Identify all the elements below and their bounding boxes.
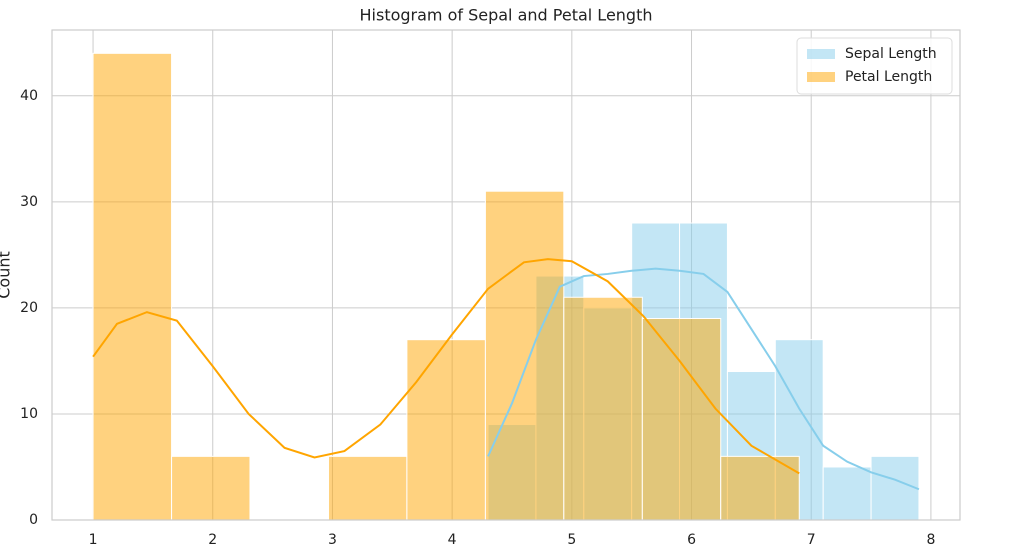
legend-swatch: [807, 49, 835, 59]
histogram-bar: [870, 455, 920, 521]
x-tick-label: 2: [208, 532, 217, 548]
legend-swatch: [807, 72, 835, 82]
histogram-bar: [641, 317, 722, 521]
legend-label: Petal Length: [845, 69, 932, 85]
y-tick-label: 20: [20, 300, 38, 316]
histogram-bar: [171, 455, 251, 521]
histogram-bar: [327, 455, 408, 521]
x-tick-label: 8: [926, 532, 935, 548]
chart-title: Histogram of Sepal and Petal Length: [360, 6, 653, 25]
y-tick-label: 10: [20, 406, 38, 422]
histogram-bar: [484, 190, 565, 521]
x-tick-label: 7: [807, 532, 816, 548]
y-tick-label: 0: [29, 512, 38, 528]
legend-box: [796, 37, 953, 95]
histogram-bar: [563, 296, 643, 521]
axes-frame: [51, 29, 961, 521]
kde-line: [487, 267, 920, 491]
histogram-bar: [406, 339, 486, 521]
y-tick-label: 30: [20, 194, 38, 210]
x-tick-label: 6: [687, 532, 696, 548]
y-axis-label: Count: [0, 251, 14, 299]
histogram-bar: [822, 466, 872, 521]
x-tick-label: 4: [448, 532, 457, 548]
kde-line: [92, 258, 800, 475]
y-tick-label: 40: [20, 88, 38, 104]
x-tick-label: 1: [89, 532, 98, 548]
x-tick-label: 5: [567, 532, 576, 548]
x-tick-label: 3: [328, 532, 337, 548]
histogram-bar: [92, 52, 173, 521]
legend-label: Sepal Length: [845, 46, 937, 62]
